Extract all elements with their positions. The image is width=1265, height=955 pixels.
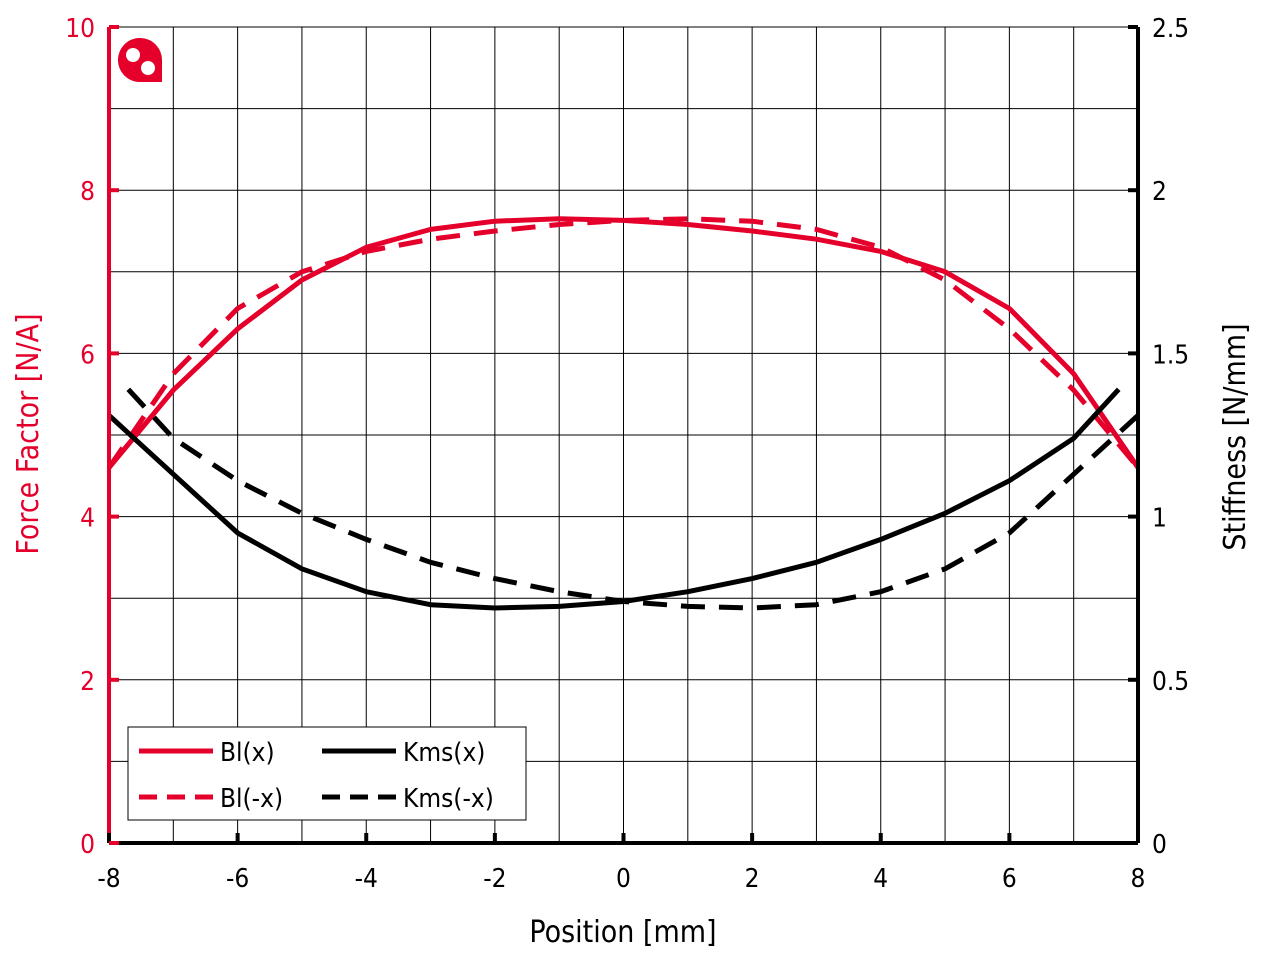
legend-label-bl-x: Bl(x) <box>220 738 275 768</box>
series-layer <box>106 216 1141 611</box>
y-tick-right-label: 0 <box>1152 830 1167 860</box>
x-axis-title: Position [mm] <box>529 915 716 950</box>
x-tick-label: -6 <box>226 864 249 894</box>
x-tick-label: 6 <box>1002 864 1017 894</box>
grid <box>108 26 1139 844</box>
y-tick-right-label: 1.5 <box>1152 340 1189 370</box>
x-tick-label: 4 <box>873 864 888 894</box>
series-line-kms-x- <box>126 387 1140 611</box>
legend-box <box>127 726 527 821</box>
y-tick-left-label: 6 <box>80 340 95 370</box>
x-tick-label: 8 <box>1131 864 1146 894</box>
brand-logo-icon <box>118 38 162 82</box>
legend: Bl(x) Bl(-x) Kms(x) Kms(-x) <box>127 726 527 821</box>
x-tick-label: 2 <box>745 864 760 894</box>
y-axis-left-title: Force Factor [N/A] <box>11 313 46 554</box>
legend-label-bl-neg-x: Bl(-x) <box>220 784 283 814</box>
y-tick-left-label: 2 <box>80 667 95 697</box>
x-tick-label: 0 <box>616 864 631 894</box>
x-tick-label: -4 <box>355 864 378 894</box>
y-tick-right-label: 2 <box>1152 177 1167 207</box>
y-tick-right-label: 1 <box>1152 504 1167 534</box>
legend-label-kms-neg-x: Kms(-x) <box>403 784 494 814</box>
y-tick-left-label: 8 <box>80 177 95 207</box>
legend-label-kms-x: Kms(x) <box>403 738 485 768</box>
y-tick-left-label: 4 <box>80 504 95 534</box>
y-tick-right-label: 0.5 <box>1152 667 1189 697</box>
axes <box>107 25 1140 845</box>
y-tick-left-label: 10 <box>65 14 95 44</box>
y-axis-right-title: Stiffness [N/mm] <box>1218 323 1253 550</box>
y-tick-right-label: 2.5 <box>1152 14 1189 44</box>
series-line-bl-x- <box>107 216 1141 470</box>
x-tick-label: -2 <box>483 864 506 894</box>
y-tick-left-label: 0 <box>80 830 95 860</box>
x-tick-label: -8 <box>97 864 120 894</box>
series-line-bl-x- <box>106 216 1140 470</box>
